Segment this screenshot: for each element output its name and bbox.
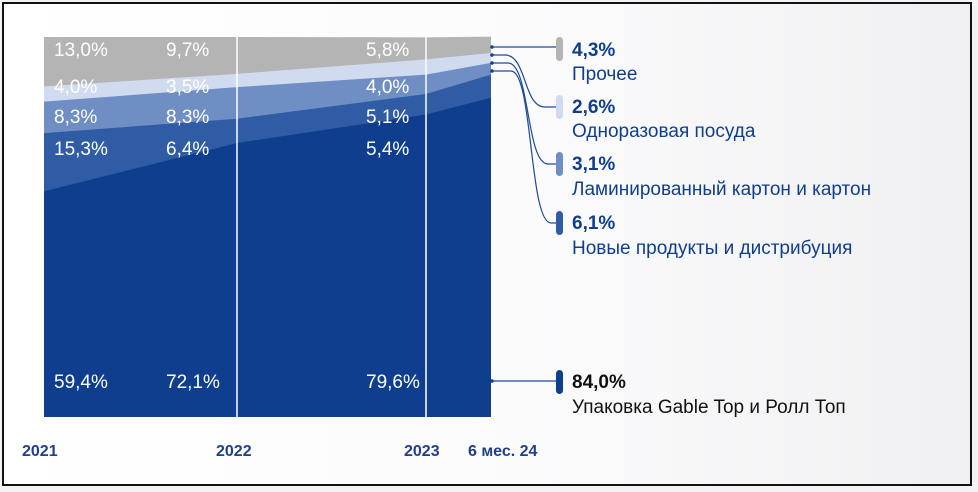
period-dividers <box>236 37 427 417</box>
legend-marker <box>556 370 563 394</box>
seg-label: 3,5% <box>166 77 209 98</box>
segment-labels: 13,0% 4,0% 8,3% 15,3% 59,4% 9,7% 3,5% 8,3% 6,4% 7… <box>54 40 420 393</box>
areas-layer <box>44 36 491 418</box>
connector-line <box>492 62 556 165</box>
seg-label: 79,6% <box>366 372 420 393</box>
legend-series-name: Ламинированный картон и картон <box>572 179 871 200</box>
legend-value: 6,1% <box>572 213 615 234</box>
seg-label: 6,4% <box>166 139 209 160</box>
seg-label: 5,4% <box>366 139 409 160</box>
legend-value: 4,3% <box>572 40 615 61</box>
x-tick-label: 2022 <box>216 443 252 460</box>
connector-line <box>492 70 556 224</box>
seg-label: 8,3% <box>54 107 97 128</box>
seg-label: 5,1% <box>366 107 409 128</box>
seg-label: 59,4% <box>54 372 108 393</box>
legend-value: 84,0% <box>572 372 626 393</box>
stacked-area-chart: 13,0% 4,0% 8,3% 15,3% 59,4% 9,7% 3,5% 8,3% 6,4% 7… <box>22 36 871 460</box>
seg-label: 15,3% <box>54 139 108 160</box>
seg-label: 4,0% <box>366 77 409 98</box>
legend-series-name: Упаковка Gable Top и Ролл Топ <box>572 397 846 418</box>
legend-marker <box>556 95 563 119</box>
legend-series-name: Одноразовая посуда <box>572 121 756 142</box>
x-tick-label: 2021 <box>22 443 58 460</box>
seg-label: 4,0% <box>54 77 97 98</box>
legend-marker <box>556 211 563 235</box>
seg-label: 72,1% <box>166 372 220 393</box>
x-tick-label: 6 мес. 24 <box>468 443 538 460</box>
legend-value: 3,1% <box>572 154 615 175</box>
legend-marker <box>556 37 563 61</box>
seg-label: 13,0% <box>54 40 108 61</box>
legend-series-name: Прочее <box>572 64 637 85</box>
connector-line <box>492 54 556 108</box>
legend-value: 2,6% <box>572 97 615 118</box>
seg-label: 5,8% <box>366 40 409 61</box>
legend-marker <box>556 152 563 176</box>
legend: 4,3% Прочее 2,6% Одноразовая посуда 3,1% Лами… <box>556 37 871 418</box>
chart-frame: 13,0% 4,0% 8,3% 15,3% 59,4% 9,7% 3,5% 8,3% 6,4% 7… <box>2 2 972 486</box>
x-tick-label: 2023 <box>404 443 440 460</box>
x-axis-ticks: 2021 2022 2023 6 мес. 24 <box>22 443 538 460</box>
legend-connectors <box>490 45 556 383</box>
area-1 <box>44 97 491 418</box>
seg-label: 9,7% <box>166 40 209 61</box>
legend-series-name: Новые продукты и дистрибуция <box>572 238 852 259</box>
seg-label: 8,3% <box>166 107 209 128</box>
